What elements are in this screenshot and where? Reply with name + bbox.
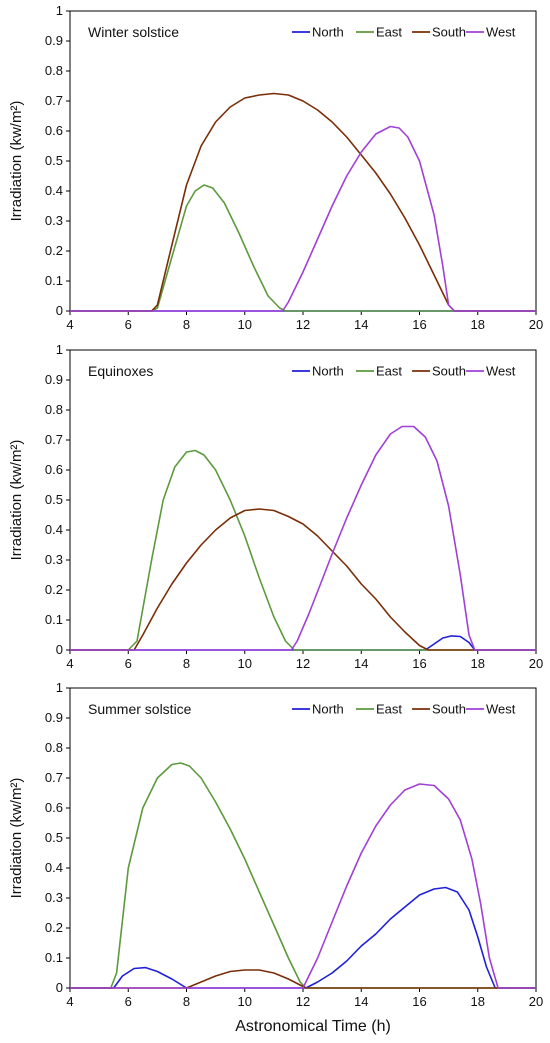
panel-2-series-south-line [70,508,536,651]
panel-2-y-tick-label: 0.7 [45,432,63,447]
panel-3-legend-label-south: South [432,702,466,717]
panel-1-series-east-line [70,184,536,312]
panel-1-x-tick-label: 18 [471,317,485,332]
panel-3-title: Summer solstice [88,701,192,717]
panel-2-x-tick-label: 14 [354,656,368,671]
panel-3-y-tick-label: 0.1 [45,950,63,965]
panel-1-y-tick-label: 0.6 [45,123,63,138]
panel-3-x-tick-label: 10 [238,994,252,1009]
panel-1-x-tick-label: 16 [412,317,426,332]
panel-3-legend-label-west: West [486,702,516,717]
panel-1-x-tick-label: 10 [238,317,252,332]
panel-2-legend-label-east: East [376,364,402,379]
panel-2-x-tick-label: 12 [296,656,310,671]
panel-3-x-tick-label: 16 [412,994,426,1009]
panel-3-series-west-line [70,783,536,989]
panel-2-series-west-line [70,425,536,651]
panel-1-y-tick-label: 0 [56,303,63,318]
panel-2-title: Equinoxes [88,363,153,379]
panel-2-x-tick-label: 10 [238,656,252,671]
x-axis-label: Astronomical Time (h) [235,1018,391,1035]
panel-3-y-tick-label: 0.4 [45,860,63,875]
panel-1-x-tick-label: 20 [529,317,543,332]
panel-2-y-tick-label: 0.4 [45,522,63,537]
panel-3-legend-label-north: North [312,702,344,717]
panel-2-legend-label-south: South [432,364,466,379]
panel-2-y-axis-label: Irradiation (kw/m²) [8,440,25,561]
panel-3-y-tick-label: 0.6 [45,800,63,815]
panel-3-y-tick-label: 0.8 [45,740,63,755]
panel-3-legend-label-east: East [376,702,402,717]
panel-3-x-tick-label: 6 [125,994,132,1009]
panel-3-y-tick-label: 0.3 [45,890,63,905]
panel-1-y-tick-label: 0.7 [45,93,63,108]
panel-1-series-west-line [70,125,536,312]
panel-3-x-tick-label: 20 [529,994,543,1009]
panel-1-legend-label-east: East [376,25,402,40]
panel-3-x-tick-label: 14 [354,994,368,1009]
panel-1-legend-label-north: North [312,25,344,40]
panel-1-legend-label-west: West [486,25,516,40]
panel-3-y-tick-label: 0.5 [45,830,63,845]
panel-1-y-tick-label: 0.5 [45,153,63,168]
panel-1-y-tick-label: 0.8 [45,63,63,78]
panel-1-x-tick-label: 8 [183,317,190,332]
panel-3-y-tick-label: 0.9 [45,710,63,725]
panel-3-x-tick-label: 8 [183,994,190,1009]
panel-2-legend-label-north: North [312,364,344,379]
panel-3-series-north-line [70,886,536,989]
panel-2-y-tick-label: 0.2 [45,582,63,597]
panel-2-y-tick-label: 0.1 [45,612,63,627]
panel-1-x-tick-label: 12 [296,317,310,332]
panel-3-x-tick-label: 4 [66,994,73,1009]
panel-3-y-tick-label: 0 [56,980,63,995]
panel-3-y-axis-label: Irradiation (kw/m²) [8,778,25,899]
panel-3-x-tick-label: 18 [471,994,485,1009]
panel-2-y-tick-label: 0.3 [45,552,63,567]
panel-3-y-tick-label: 0.2 [45,920,63,935]
panel-1-title: Winter solstice [88,24,179,40]
panel-2-y-tick-label: 0.6 [45,462,63,477]
panel-2-x-tick-label: 20 [529,656,543,671]
panel-1-legend-label-south: South [432,25,466,40]
panel-2-x-tick-label: 4 [66,656,73,671]
panel-2-x-tick-label: 16 [412,656,426,671]
panel-2-legend-label-west: West [486,364,516,379]
panel-2-plot-frame [69,349,537,651]
panel-2-y-tick-label: 0.9 [45,372,63,387]
panel-1-y-tick-label: 0.9 [45,33,63,48]
panel-1-y-tick-label: 0.1 [45,273,63,288]
panel-3-y-tick-label: 0.7 [45,770,63,785]
panel-1-y-axis-label: Irradiation (kw/m²) [8,101,25,222]
panel-2-series-east-line [70,449,536,651]
panel-2-x-tick-label: 6 [125,656,132,671]
panel-2-y-tick-label: 1 [56,342,63,357]
panel-1-y-tick-label: 1 [56,3,63,18]
panel-1-series-south-line [70,92,536,312]
panel-1-x-tick-label: 4 [66,317,73,332]
panel-2-y-tick-label: 0.8 [45,402,63,417]
panel-2-y-tick-label: 0 [56,642,63,657]
panel-1-y-tick-label: 0.4 [45,183,63,198]
panel-1-x-tick-label: 14 [354,317,368,332]
panel-3-y-tick-label: 1 [56,680,63,695]
panel-1-y-tick-label: 0.3 [45,213,63,228]
panel-2-y-tick-label: 0.5 [45,492,63,507]
panel-1-y-tick-label: 0.2 [45,243,63,258]
panel-3-series-east-line [70,762,536,989]
panel-2-x-tick-label: 18 [471,656,485,671]
panel-1-x-tick-label: 6 [125,317,132,332]
panel-1-plot-frame [69,10,537,312]
panel-3-x-tick-label: 12 [296,994,310,1009]
panel-2-x-tick-label: 8 [183,656,190,671]
panel-2-series-north-line [70,635,536,651]
